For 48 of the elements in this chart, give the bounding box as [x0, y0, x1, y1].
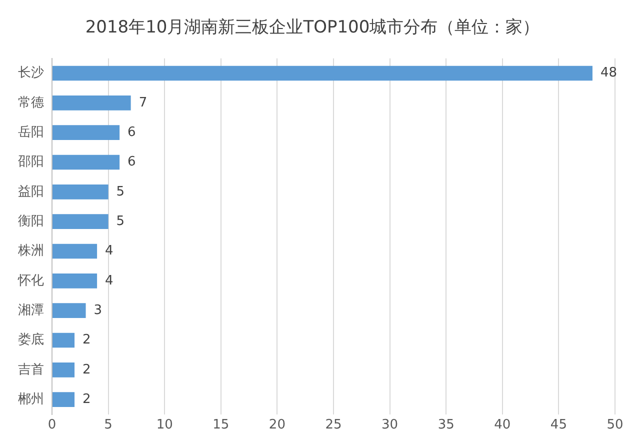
data-label: 5 — [116, 214, 125, 229]
y-tick-label: 常德 — [18, 95, 44, 110]
x-tick-label: 30 — [382, 418, 398, 433]
bar — [52, 95, 131, 110]
data-label: 48 — [600, 66, 618, 81]
chart-title: 2018年10月湖南新三板企业TOP100城市分布（单位：家） — [85, 18, 540, 38]
y-tick-label: 衡阳 — [18, 214, 44, 229]
bar — [52, 125, 120, 140]
x-tick-label: 50 — [606, 418, 624, 433]
x-tick-label: 20 — [268, 418, 286, 433]
bar — [52, 154, 120, 170]
y-tick-label: 吉首 — [18, 362, 44, 378]
x-tick-label: 40 — [494, 418, 511, 433]
y-tick-label: 长沙 — [18, 66, 44, 81]
data-label: 4 — [105, 273, 114, 288]
x-tick-label: 15 — [212, 418, 230, 433]
data-label: 6 — [128, 124, 136, 140]
x-tick-label: 0 — [48, 418, 56, 433]
y-tick-label: 邵阳 — [18, 154, 44, 170]
x-tick-label: 5 — [104, 418, 112, 433]
data-label: 3 — [94, 302, 102, 318]
bar — [52, 362, 75, 378]
y-tick-label: 岳阳 — [18, 124, 44, 140]
x-tick-label: 25 — [325, 418, 342, 433]
bar — [52, 184, 108, 200]
y-tick-label: 益阳 — [18, 184, 44, 200]
bar — [52, 244, 98, 259]
y-tick-label: 株洲 — [17, 244, 44, 259]
data-label: 5 — [116, 184, 125, 200]
bar — [52, 214, 108, 229]
data-label: 2 — [82, 362, 91, 378]
y-tick-label: 湘潭 — [18, 302, 44, 318]
x-tick-label: 35 — [438, 418, 454, 433]
bar — [52, 392, 75, 407]
y-tick-label: 怀化 — [17, 273, 44, 288]
y-tick-label: 郴州 — [18, 392, 44, 407]
data-label: 2 — [82, 332, 91, 348]
data-label: 2 — [82, 392, 91, 407]
bar — [52, 303, 86, 318]
y-tick-label: 娄底 — [18, 332, 44, 348]
data-label: 4 — [105, 244, 114, 259]
bar — [52, 273, 98, 288]
data-label: 7 — [138, 95, 148, 110]
bar — [52, 332, 75, 348]
x-tick-label: 45 — [550, 418, 567, 433]
data-label: 6 — [128, 154, 136, 170]
bar — [52, 66, 592, 81]
x-tick-label: 10 — [156, 418, 173, 433]
